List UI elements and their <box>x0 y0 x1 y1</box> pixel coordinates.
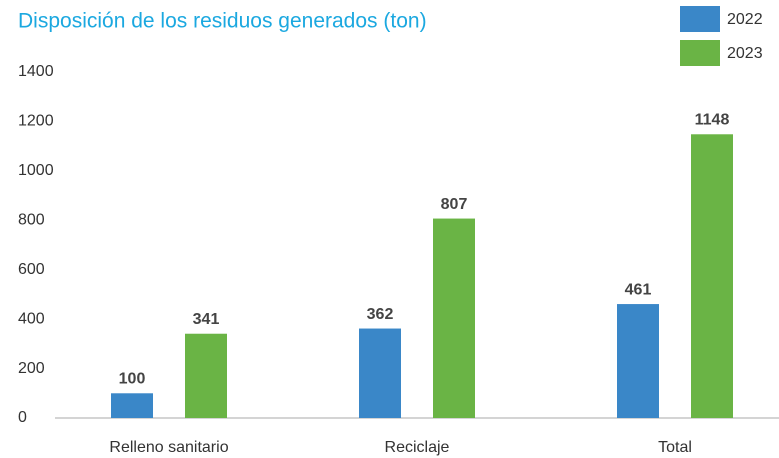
value-label: 362 <box>367 306 394 323</box>
value-label: 461 <box>625 281 652 298</box>
bar <box>359 328 401 418</box>
value-label: 807 <box>441 196 468 213</box>
x-tick-label: Total <box>658 439 692 456</box>
value-label: 100 <box>119 371 146 388</box>
y-tick-label: 0 <box>18 409 27 426</box>
y-tick-label: 200 <box>18 360 45 377</box>
bar <box>691 134 733 418</box>
legend-label: 2023 <box>727 45 763 62</box>
y-tick-label: 400 <box>18 310 45 327</box>
y-tick-label: 1400 <box>18 63 54 80</box>
y-tick-label: 1000 <box>18 162 54 179</box>
bar <box>111 393 153 418</box>
x-tick-label: Reciclaje <box>385 439 450 456</box>
y-tick-label: 600 <box>18 261 45 278</box>
legend-swatch <box>680 40 720 66</box>
chart-title: Disposición de los residuos generados (t… <box>18 10 427 33</box>
bar <box>617 304 659 418</box>
value-label: 341 <box>193 311 220 328</box>
legend-swatch <box>680 6 720 32</box>
legend-label: 2022 <box>727 11 763 28</box>
value-label: 1148 <box>695 111 730 128</box>
x-tick-label: Relleno sanitario <box>109 439 228 456</box>
bar <box>185 333 227 418</box>
y-tick-label: 800 <box>18 212 45 229</box>
y-tick-label: 1200 <box>18 113 54 130</box>
bar <box>433 218 475 418</box>
